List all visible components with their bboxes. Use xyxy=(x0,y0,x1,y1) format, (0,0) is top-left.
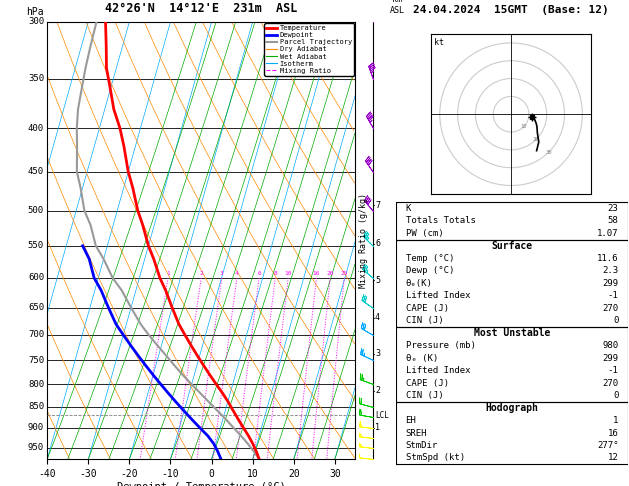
Text: km
ASL: km ASL xyxy=(390,0,405,15)
Text: 58: 58 xyxy=(608,216,618,226)
Text: hPa: hPa xyxy=(26,7,44,17)
Text: 4: 4 xyxy=(375,313,380,322)
Text: LCL: LCL xyxy=(375,411,389,420)
Text: K: K xyxy=(406,204,411,213)
Text: 1: 1 xyxy=(613,416,618,425)
Text: θₑ(K): θₑ(K) xyxy=(406,278,432,288)
Text: 6: 6 xyxy=(375,239,380,248)
Text: 350: 350 xyxy=(28,74,44,83)
Text: 24.04.2024  15GMT  (Base: 12): 24.04.2024 15GMT (Base: 12) xyxy=(413,4,609,15)
Text: 980: 980 xyxy=(603,341,618,350)
Text: Hodograph: Hodograph xyxy=(486,403,538,413)
Text: 8: 8 xyxy=(274,271,277,276)
Text: 1.07: 1.07 xyxy=(597,229,618,238)
Text: SREH: SREH xyxy=(406,429,427,437)
Text: 7: 7 xyxy=(375,201,380,210)
Text: EH: EH xyxy=(406,416,416,425)
Text: 2.3: 2.3 xyxy=(603,266,618,275)
Text: 2: 2 xyxy=(199,271,203,276)
Text: 4: 4 xyxy=(235,271,239,276)
Text: 850: 850 xyxy=(28,402,44,411)
Text: StmSpd (kt): StmSpd (kt) xyxy=(406,453,465,463)
Text: 25: 25 xyxy=(340,271,348,276)
Text: -1: -1 xyxy=(608,366,618,375)
Text: Lifted Index: Lifted Index xyxy=(406,366,470,375)
Text: 550: 550 xyxy=(28,242,44,250)
Text: 1: 1 xyxy=(375,423,380,433)
Text: 20: 20 xyxy=(326,271,334,276)
Text: θₑ (K): θₑ (K) xyxy=(406,354,438,363)
Text: 700: 700 xyxy=(28,330,44,339)
Legend: Temperature, Dewpoint, Parcel Trajectory, Dry Adiabat, Wet Adiabat, Isotherm, Mi: Temperature, Dewpoint, Parcel Trajectory… xyxy=(264,23,354,76)
Text: StmDir: StmDir xyxy=(406,441,438,450)
Text: Lifted Index: Lifted Index xyxy=(406,291,470,300)
Text: CAPE (J): CAPE (J) xyxy=(406,304,448,312)
Text: Mixing Ratio (g/kg): Mixing Ratio (g/kg) xyxy=(359,193,367,288)
Text: 900: 900 xyxy=(28,423,44,433)
Text: 10: 10 xyxy=(284,271,292,276)
Text: -1: -1 xyxy=(608,291,618,300)
Text: Totals Totals: Totals Totals xyxy=(406,216,476,226)
Text: 12: 12 xyxy=(608,453,618,463)
Text: 16: 16 xyxy=(608,429,618,437)
Text: 277°: 277° xyxy=(597,441,618,450)
Text: 6: 6 xyxy=(257,271,261,276)
Text: 16: 16 xyxy=(313,271,320,276)
Text: 400: 400 xyxy=(28,123,44,133)
Text: 3: 3 xyxy=(220,271,224,276)
Text: 270: 270 xyxy=(603,379,618,388)
Text: 23: 23 xyxy=(608,204,618,213)
Text: 0: 0 xyxy=(613,391,618,400)
Text: 270: 270 xyxy=(603,304,618,312)
Text: 800: 800 xyxy=(28,380,44,389)
Text: 5: 5 xyxy=(375,276,380,285)
Text: 500: 500 xyxy=(28,206,44,215)
Text: 950: 950 xyxy=(28,443,44,452)
Text: 2: 2 xyxy=(375,386,380,395)
Text: 0: 0 xyxy=(613,316,618,325)
Text: 42°26'N  14°12'E  231m  ASL: 42°26'N 14°12'E 231m ASL xyxy=(105,1,298,15)
Text: 650: 650 xyxy=(28,303,44,312)
Text: 299: 299 xyxy=(603,354,618,363)
Text: 600: 600 xyxy=(28,274,44,282)
Text: kt: kt xyxy=(435,37,445,47)
Text: 11.6: 11.6 xyxy=(597,254,618,263)
Text: Pressure (mb): Pressure (mb) xyxy=(406,341,476,350)
Text: 750: 750 xyxy=(28,356,44,365)
X-axis label: Dewpoint / Temperature (°C): Dewpoint / Temperature (°C) xyxy=(117,482,286,486)
Text: CAPE (J): CAPE (J) xyxy=(406,379,448,388)
Text: CIN (J): CIN (J) xyxy=(406,391,443,400)
Text: 10: 10 xyxy=(520,124,527,129)
Text: PW (cm): PW (cm) xyxy=(406,229,443,238)
Text: Temp (°C): Temp (°C) xyxy=(406,254,454,263)
Text: 300: 300 xyxy=(28,17,44,26)
Text: Most Unstable: Most Unstable xyxy=(474,328,550,338)
Text: 30: 30 xyxy=(545,150,552,155)
Text: Dewp (°C): Dewp (°C) xyxy=(406,266,454,275)
Text: Surface: Surface xyxy=(491,241,533,251)
Text: 299: 299 xyxy=(603,278,618,288)
Text: 20: 20 xyxy=(533,137,540,142)
Text: 450: 450 xyxy=(28,167,44,176)
Text: 1: 1 xyxy=(166,271,170,276)
Text: CIN (J): CIN (J) xyxy=(406,316,443,325)
Text: 3: 3 xyxy=(375,349,380,359)
